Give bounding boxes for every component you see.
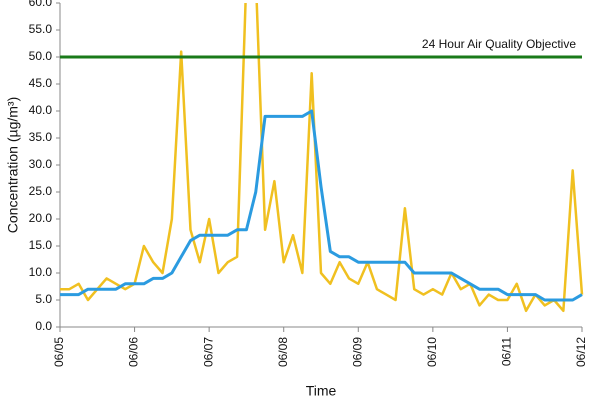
series-line — [60, 109, 583, 302]
y-tick-label: 55.0 — [29, 22, 53, 36]
y-tick-label: 10.0 — [29, 265, 53, 279]
y-tick-label: 60.0 — [29, 0, 53, 9]
y-tick-label: 35.0 — [29, 130, 53, 144]
x-tick-label: 06/05 — [52, 337, 66, 367]
y-tick-label: 45.0 — [29, 76, 53, 90]
x-tick-label: 06/12 — [574, 337, 588, 367]
y-tick-label: 25.0 — [29, 184, 53, 198]
plot-area — [60, 3, 584, 313]
x-tick-label: 06/11 — [500, 337, 514, 366]
x-tick-label: 06/06 — [127, 337, 141, 367]
x-axis-label: Time — [306, 383, 337, 399]
y-tick-label: 5.0 — [35, 292, 52, 306]
x-tick-label: 06/07 — [201, 337, 215, 367]
y-axis-label: Concentration (µg/m³) — [5, 97, 21, 233]
threshold-label: 24 Hour Air Quality Objective — [422, 37, 576, 51]
y-tick-label: 50.0 — [29, 49, 53, 63]
x-tick-label: 06/10 — [425, 337, 439, 367]
y-tick-label: 30.0 — [29, 157, 53, 171]
y-tick-label: 15.0 — [29, 238, 53, 252]
y-tick-label: 40.0 — [29, 103, 53, 117]
y-tick-label: 0.0 — [35, 319, 52, 333]
series-line — [60, 3, 584, 313]
x-tick-label: 06/09 — [350, 337, 364, 367]
y-tick-label: 20.0 — [29, 211, 53, 225]
x-tick-label: 06/08 — [276, 337, 290, 367]
